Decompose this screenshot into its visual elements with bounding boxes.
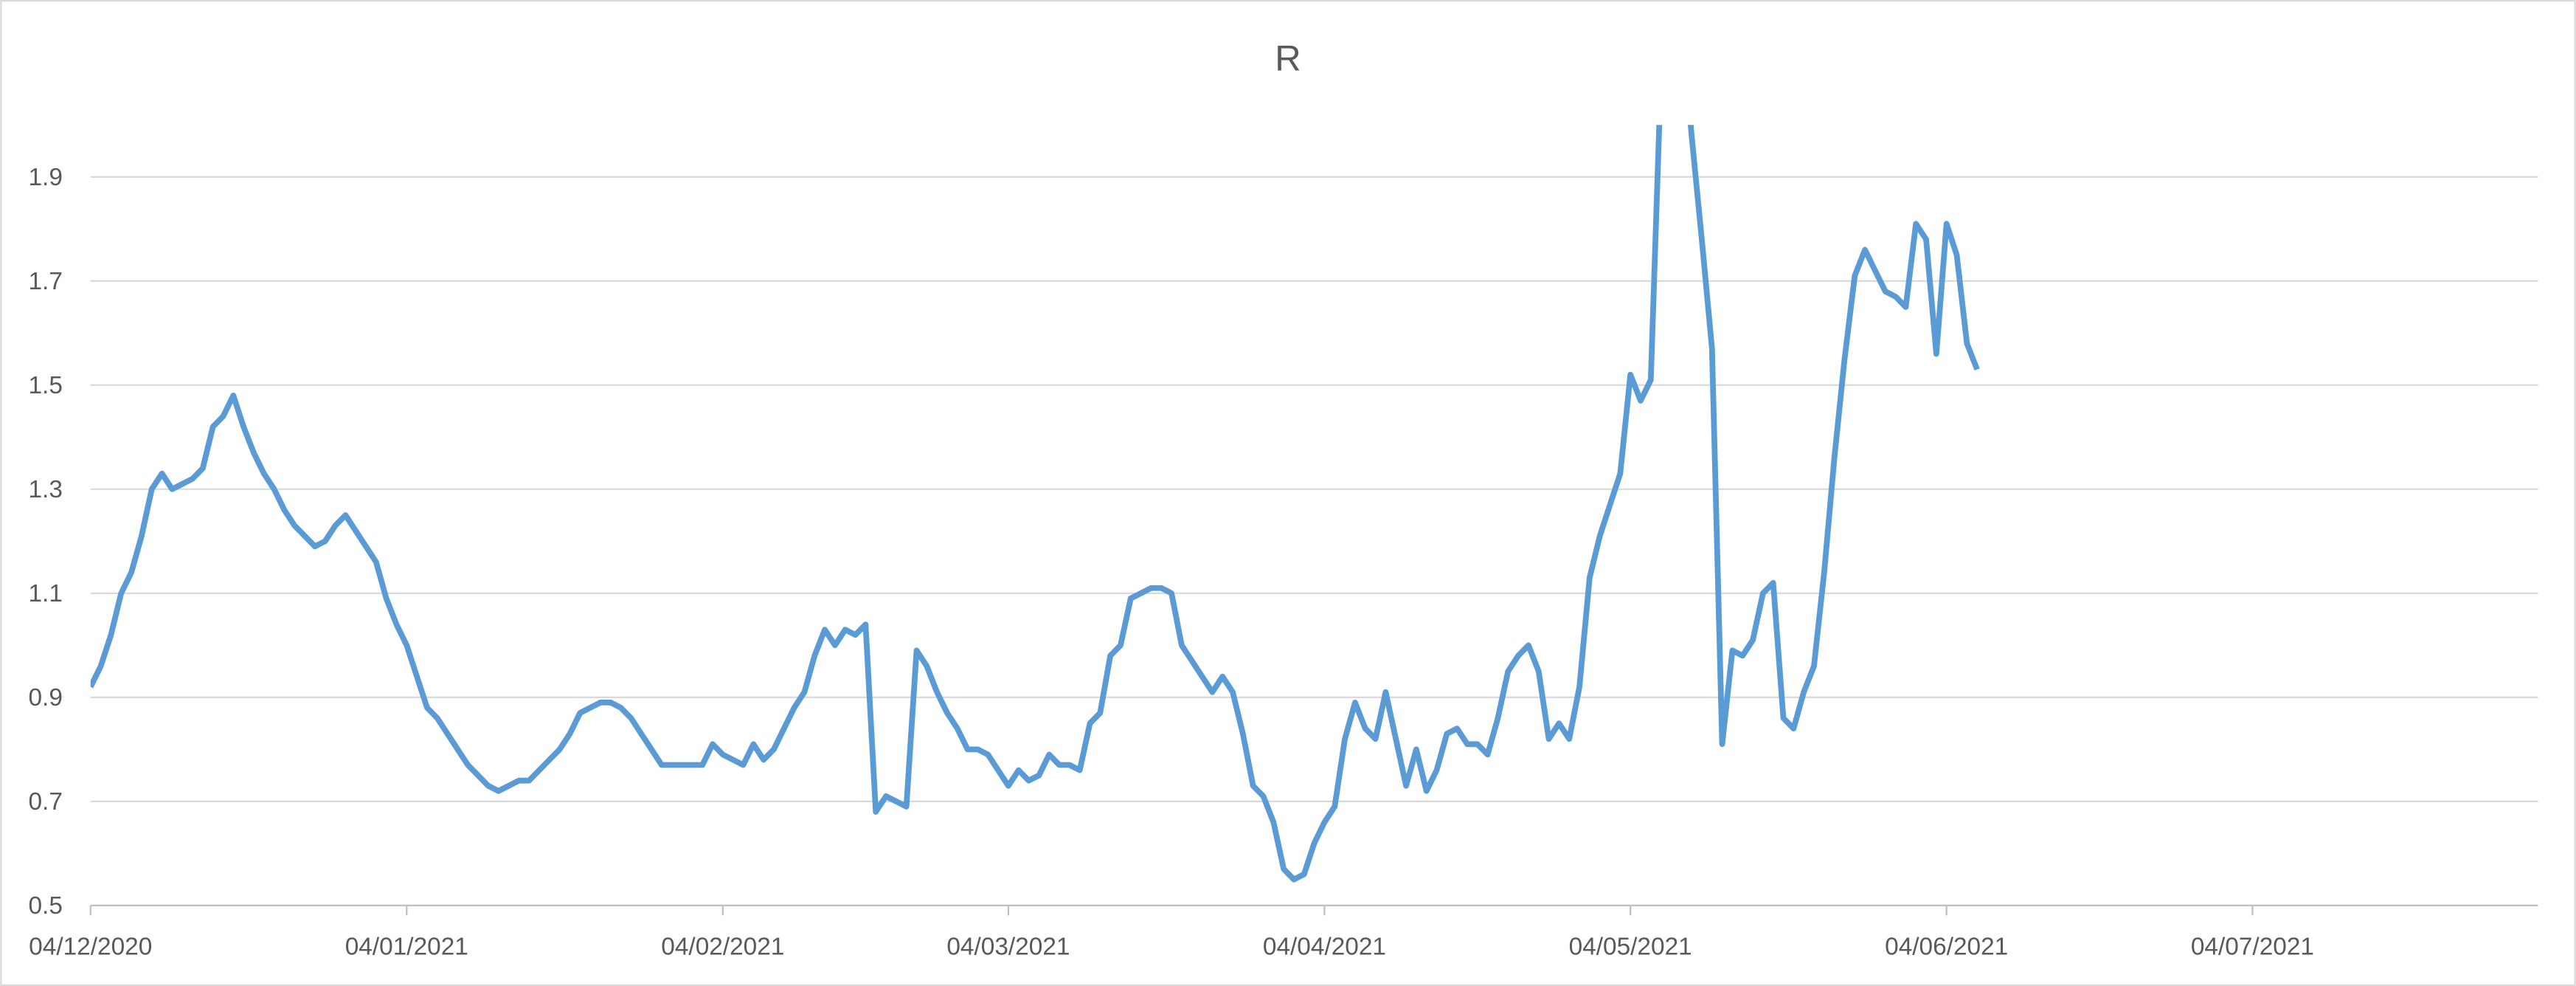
x-tick-label: 04/02/2021 (661, 934, 784, 961)
x-tick-label: 04/12/2020 (29, 934, 152, 961)
y-tick-label: 1.5 (28, 372, 62, 399)
x-tick-label: 04/05/2021 (1569, 934, 1692, 961)
y-tick-label: 0.5 (28, 892, 62, 920)
data-line (90, 125, 1980, 883)
x-tick-label: 04/07/2021 (2191, 934, 2314, 961)
y-tick-label: 1.7 (28, 268, 62, 295)
y-tick-label: 0.7 (28, 788, 62, 816)
x-tick-label: 04/01/2021 (345, 934, 468, 961)
y-tick-label: 1.9 (28, 164, 62, 191)
x-tick-label: 04/03/2021 (946, 934, 1070, 961)
y-tick-label: 1.3 (28, 476, 62, 503)
y-tick-label: 1.1 (28, 580, 62, 607)
chart-title: R (1275, 39, 1301, 79)
x-tick-label: 04/04/2021 (1263, 934, 1386, 961)
x-tick-label: 04/06/2021 (1885, 934, 2008, 961)
y-tick-label: 0.9 (28, 684, 62, 711)
